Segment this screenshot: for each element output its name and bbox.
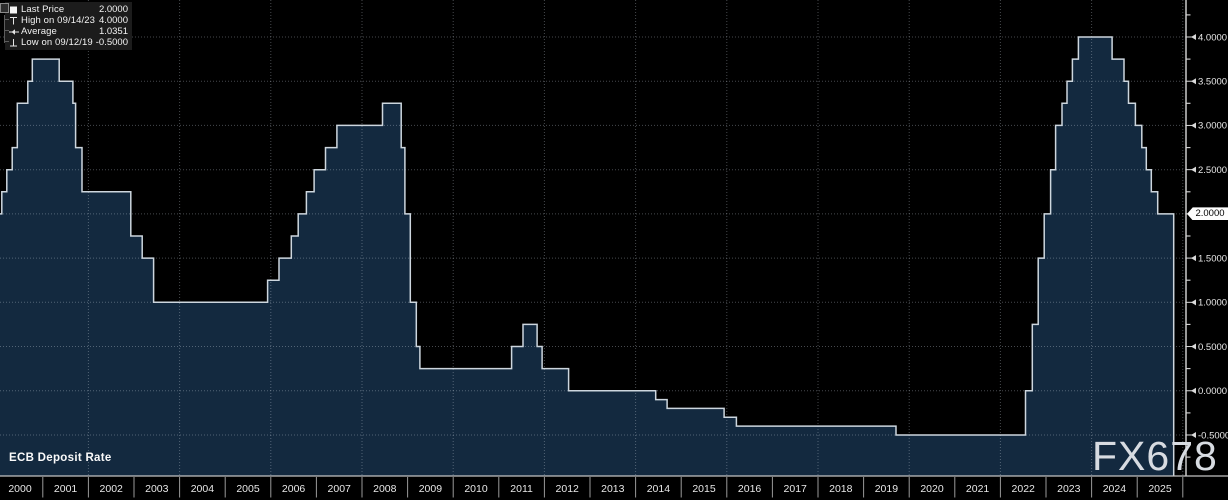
year-label: 2010 [464,483,488,495]
year-label: 2007 [328,483,352,495]
rate-area-fill [0,37,1174,476]
y-tick-label: 3.0000 [1198,121,1227,132]
average-marker-icon [8,27,21,37]
y-tick-arrow-icon [1191,387,1196,394]
y-tick-label: 1.5000 [1198,253,1227,264]
year-label: 2021 [966,483,990,495]
legend-value: -0.5000 [95,37,128,48]
year-label: 2011 [510,483,533,495]
year-label: 2003 [145,483,169,495]
y-tick-arrow-icon [1191,343,1196,350]
y-tick-arrow-icon [1191,122,1196,129]
rate-step-line [0,36,1175,476]
year-label: 2004 [191,483,215,495]
year-label: 2020 [920,483,944,495]
year-label: 2017 [784,483,808,495]
y-tick-arrow-icon [1191,431,1196,438]
legend-row-average[interactable]: Average 1.0351 [8,26,128,37]
legend-tree-stub [4,30,9,31]
y-tick-arrow-icon [1191,299,1196,306]
low-marker-icon [8,38,21,48]
last-price-square-icon [8,5,21,15]
y-tick-arrow-icon [1191,34,1196,40]
legend-label: High on 09/14/23 [21,15,95,26]
legend-value: 1.0351 [98,26,128,37]
legend-value: 2.0000 [98,4,128,15]
chart-legend[interactable]: Last Price 2.0000 High on 09/14/23 4.000… [5,2,132,50]
year-label: 2002 [100,483,124,495]
fx678-watermark: FX678 [1092,433,1218,479]
legend-row-low[interactable]: Low on 09/12/19 -0.5000 [8,37,128,48]
year-label: 2024 [1103,483,1127,495]
year-label: 2025 [1148,483,1172,495]
legend-label: Average [21,26,57,37]
legend-tree-stub [4,19,9,20]
y-tick-label: 2.5000 [1198,165,1227,176]
y-tick-label: 3.5000 [1198,77,1227,88]
year-label: 2018 [829,483,853,495]
year-label: 2019 [875,483,899,495]
y-tick-label: 4.0000 [1198,32,1227,43]
panel-grip-icon[interactable] [0,3,9,13]
legend-tree-stub [4,41,9,42]
legend-row-last-price[interactable]: Last Price 2.0000 [8,4,128,15]
year-label: 2023 [1057,483,1081,495]
year-label: 2022 [1012,483,1036,495]
y-tick-label: 0.0000 [1198,386,1227,397]
year-label: 2009 [419,483,443,495]
year-label: 2008 [373,483,397,495]
year-label: 2016 [738,483,762,495]
y-tick-label: 1.0000 [1198,298,1227,309]
chart-title: ECB Deposit Rate [9,452,112,464]
y-tick-arrow-icon [1191,78,1196,85]
legend-value: 4.0000 [98,15,128,26]
y-tick-label: -0.5000 [1198,430,1228,441]
year-label: 2001 [54,483,78,495]
y-tick-arrow-icon [1191,166,1196,173]
year-label: 2000 [8,483,32,495]
y-tick-arrow-icon [1191,255,1196,262]
year-label: 2014 [647,483,671,495]
high-marker-icon [8,16,21,26]
last-price-tag: 2.0000 [1187,207,1228,221]
y-tick-label: 0.5000 [1198,342,1227,353]
year-label: 2015 [692,483,716,495]
legend-label: Last Price [21,4,65,15]
year-label: 2006 [282,483,306,495]
legend-label: Low on 09/12/19 [21,37,93,48]
year-label: 2012 [556,483,580,495]
year-label: 2005 [236,483,260,495]
legend-tree-line [4,15,5,43]
year-label: 2013 [601,483,625,495]
legend-row-high[interactable]: High on 09/14/23 4.0000 [8,15,128,26]
